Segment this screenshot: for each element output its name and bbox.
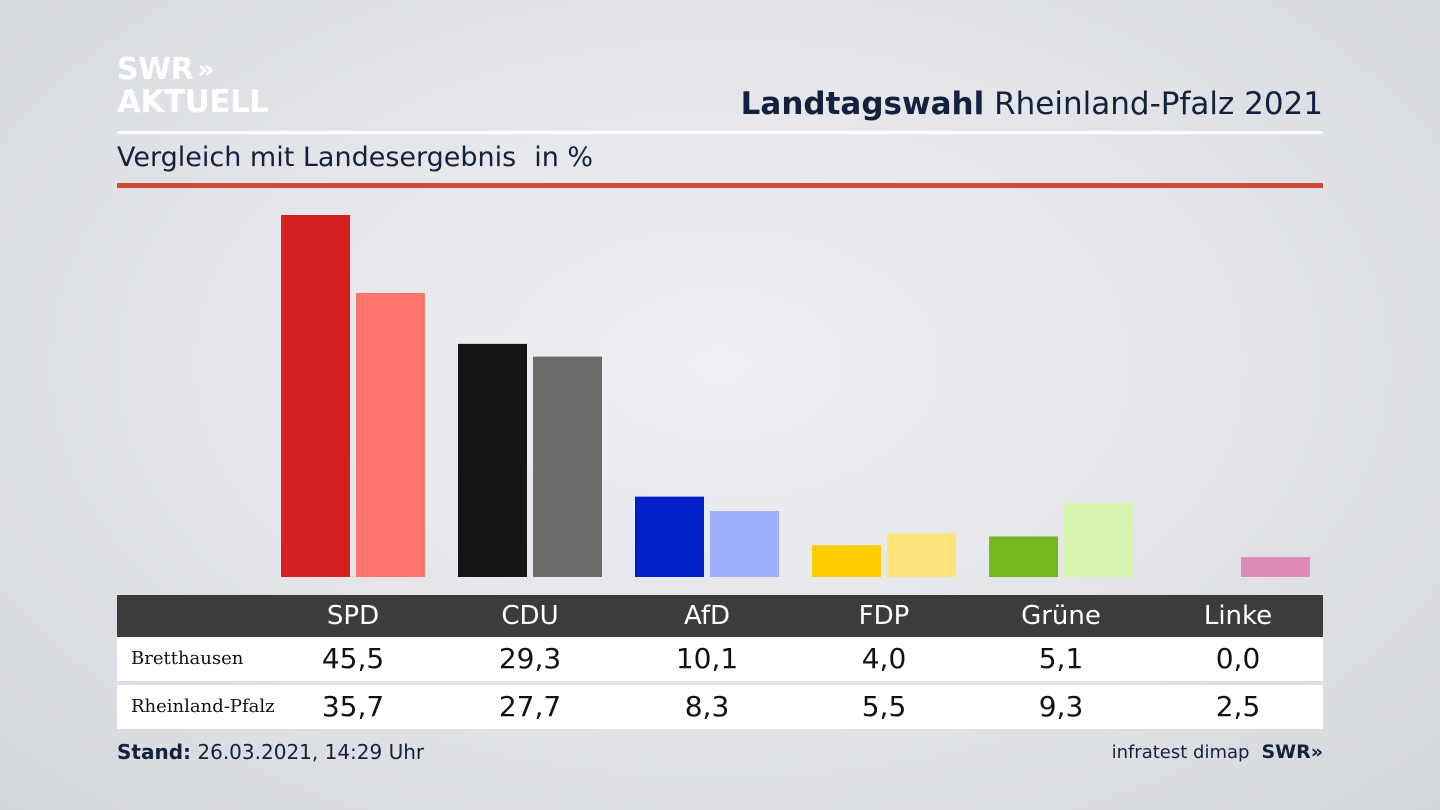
value-linke-bretthausen: 0,0	[1215, 642, 1261, 675]
title-bold: Landtagswahl	[740, 86, 985, 122]
party-label-spd: SPD	[326, 601, 380, 631]
source-text: infratest dimap	[1111, 741, 1250, 763]
value-spd-rheinland-pfalz: 35,7	[321, 690, 385, 723]
bar-afd-bretthausen	[635, 496, 704, 577]
party-label-afd: AfD	[683, 601, 731, 631]
bar-chart	[281, 215, 1310, 577]
bar-afd-rheinland-pfalz	[710, 510, 779, 577]
swr-brand: SWR»	[1261, 741, 1323, 763]
value-afd-rheinland-pfalz: 8,3	[684, 690, 730, 723]
timestamp: Stand: 26.03.2021, 14:29 Uhr	[117, 740, 424, 764]
value-gruene-rheinland-pfalz: 9,3	[1038, 690, 1084, 723]
value-fdp-rheinland-pfalz: 5,5	[861, 690, 907, 723]
value-spd-bretthausen: 45,5	[321, 642, 385, 675]
bar-gruene-rheinland-pfalz	[1064, 503, 1133, 577]
table-row: Rheinland-Pfalz 35,7 27,7 8,3 5,5 9,3 2,5	[117, 685, 1323, 729]
results-table: SPD CDU AfD FDP Grüne Linke Bretthausen 45,5 2…	[117, 595, 1323, 729]
bar-linke-rheinland-pfalz	[1241, 557, 1310, 577]
bar-fdp-rheinland-pfalz	[887, 533, 956, 577]
value-cdu-bretthausen: 29,3	[498, 642, 562, 675]
table-row: Bretthausen 45,5 29,3 10,1 4,0 5,1 0,0	[117, 637, 1323, 681]
chart-subtitle: Vergleich mit Landesergebnis in %	[117, 142, 593, 173]
row-label: Rheinland-Pfalz	[131, 696, 275, 717]
accent-divider	[117, 183, 1323, 188]
value-linke-rheinland-pfalz: 2,5	[1215, 690, 1261, 723]
stand-label: Stand:	[117, 740, 192, 764]
party-label-fdp: FDP	[858, 601, 910, 631]
logo-line1: SWR	[117, 52, 194, 87]
value-gruene-bretthausen: 5,1	[1038, 642, 1084, 675]
source-credit: infratest dimap SWR»	[1112, 741, 1323, 763]
party-label-linke: Linke	[1203, 601, 1273, 631]
table-header: SPD CDU AfD FDP Grüne Linke	[117, 595, 1323, 637]
value-fdp-bretthausen: 4,0	[861, 642, 907, 675]
subtitle-text: Vergleich mit Landesergebnis	[117, 142, 517, 173]
logo-line2: AKTUELL	[117, 84, 269, 120]
bar-gruene-bretthausen	[989, 536, 1058, 577]
party-label-cdu: CDU	[501, 601, 559, 631]
bar-spd-rheinland-pfalz	[356, 292, 425, 577]
party-label-gruene: Grüne	[1021, 601, 1101, 631]
value-afd-bretthausen: 10,1	[675, 642, 739, 675]
swr-aktuell-logo: SWR» AKTUELL	[117, 55, 269, 118]
page-title: Landtagswahl Rheinland-Pfalz 2021	[741, 86, 1323, 122]
bar-fdp-bretthausen	[812, 545, 881, 577]
title-divider	[117, 131, 1323, 134]
row-label: Bretthausen	[131, 648, 244, 669]
bar-spd-bretthausen	[281, 215, 350, 577]
title-rest: Rheinland-Pfalz 2021	[994, 86, 1323, 122]
subtitle-unit: in %	[534, 142, 594, 173]
bar-cdu-rheinland-pfalz	[533, 356, 602, 577]
bar-cdu-bretthausen	[458, 343, 527, 577]
value-cdu-rheinland-pfalz: 27,7	[498, 690, 562, 723]
stand-value: 26.03.2021, 14:29 Uhr	[197, 740, 425, 764]
